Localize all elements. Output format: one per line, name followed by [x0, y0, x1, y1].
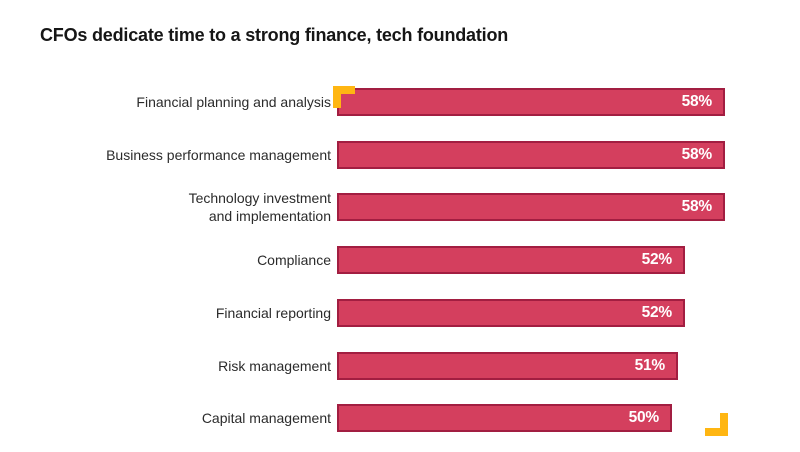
chart-row: Business performance management 58%: [40, 141, 760, 169]
bar: 58%: [337, 141, 725, 169]
bar-chart: Financial planning and analysis 58% Busine…: [40, 0, 760, 452]
chart-row: Risk management 51%: [40, 352, 760, 380]
bar: 50%: [337, 404, 672, 432]
value-label: 52%: [641, 304, 673, 321]
bar: 51%: [337, 352, 678, 380]
chart-rows: Financial planning and analysis 58% Busine…: [40, 0, 760, 452]
value-label: 51%: [634, 357, 666, 374]
chart-row: Technology investment and implementation…: [40, 190, 760, 224]
category-label: Business performance management: [106, 147, 331, 163]
value-label: 58%: [681, 93, 713, 110]
chart-row: Compliance 52%: [40, 246, 760, 274]
category-label: Financial reporting: [215, 305, 331, 321]
bar: 58%: [337, 193, 725, 221]
category-label: Technology investment and implementation: [188, 190, 331, 224]
bar: 58%: [337, 88, 725, 116]
bar: 52%: [337, 299, 685, 327]
category-label: Capital management: [201, 410, 331, 426]
value-label: 58%: [681, 146, 713, 163]
category-label: Financial planning and analysis: [136, 94, 331, 110]
chart-row: Financial reporting 52%: [40, 299, 760, 327]
chart-row: Capital management 50%: [40, 404, 760, 432]
category-label: Risk management: [218, 358, 331, 374]
value-label: 52%: [641, 251, 673, 268]
bar: 52%: [337, 246, 685, 274]
accent-bracket-top-left-icon: [333, 86, 355, 108]
chart-row: Financial planning and analysis 58%: [40, 88, 760, 116]
accent-bracket-bottom-right-icon: [705, 413, 728, 436]
value-label: 50%: [628, 409, 660, 426]
value-label: 58%: [681, 198, 713, 215]
chart-title: CFOs dedicate time to a strong finance, …: [40, 25, 509, 45]
category-label: Compliance: [257, 252, 331, 268]
